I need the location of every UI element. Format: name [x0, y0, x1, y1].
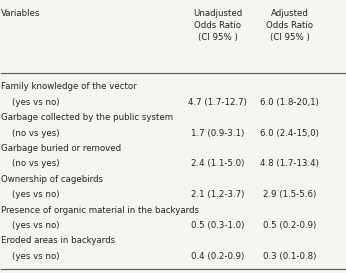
Text: (yes vs no): (yes vs no) — [12, 221, 59, 230]
Text: 0.4 (0.2-0.9): 0.4 (0.2-0.9) — [191, 252, 244, 261]
Text: 0.3 (0.1-0.8): 0.3 (0.1-0.8) — [263, 252, 316, 261]
Text: 1.7 (0.9-3.1): 1.7 (0.9-3.1) — [191, 129, 244, 138]
Text: Adjusted
Odds Ratio
(CI 95% ): Adjusted Odds Ratio (CI 95% ) — [266, 10, 313, 42]
Text: Eroded areas in backyards: Eroded areas in backyards — [1, 236, 116, 245]
Text: (yes vs no): (yes vs no) — [12, 98, 59, 107]
Text: 0.5 (0.3-1.0): 0.5 (0.3-1.0) — [191, 221, 244, 230]
Text: Unadjusted
Odds Ratio
(CI 95% ): Unadjusted Odds Ratio (CI 95% ) — [193, 10, 242, 42]
Text: (no vs yes): (no vs yes) — [12, 129, 59, 138]
Text: 2.1 (1.2-3.7): 2.1 (1.2-3.7) — [191, 190, 244, 199]
Text: Garbage collected by the public system: Garbage collected by the public system — [1, 113, 173, 122]
Text: Ownership of cagebirds: Ownership of cagebirds — [1, 175, 103, 184]
Text: Variables: Variables — [1, 10, 41, 19]
Text: 2.4 (1.1-5.0): 2.4 (1.1-5.0) — [191, 159, 244, 168]
Text: (yes vs no): (yes vs no) — [12, 252, 59, 261]
Text: Garbage buried or removed: Garbage buried or removed — [1, 144, 121, 153]
Text: Family knowledge of the vector: Family knowledge of the vector — [1, 82, 137, 91]
Text: 4.7 (1.7-12.7): 4.7 (1.7-12.7) — [188, 98, 247, 107]
Text: 0.5 (0.2-0.9): 0.5 (0.2-0.9) — [263, 221, 316, 230]
Text: (yes vs no): (yes vs no) — [12, 190, 59, 199]
Text: 6.0 (1.8-20,1): 6.0 (1.8-20,1) — [260, 98, 319, 107]
Text: Presence of organic material in the backyards: Presence of organic material in the back… — [1, 206, 199, 215]
Text: 6.0 (2.4-15,0): 6.0 (2.4-15,0) — [260, 129, 319, 138]
Text: 2.9 (1.5-5.6): 2.9 (1.5-5.6) — [263, 190, 316, 199]
Text: 4.8 (1.7-13.4): 4.8 (1.7-13.4) — [260, 159, 319, 168]
Text: (no vs yes): (no vs yes) — [12, 159, 59, 168]
